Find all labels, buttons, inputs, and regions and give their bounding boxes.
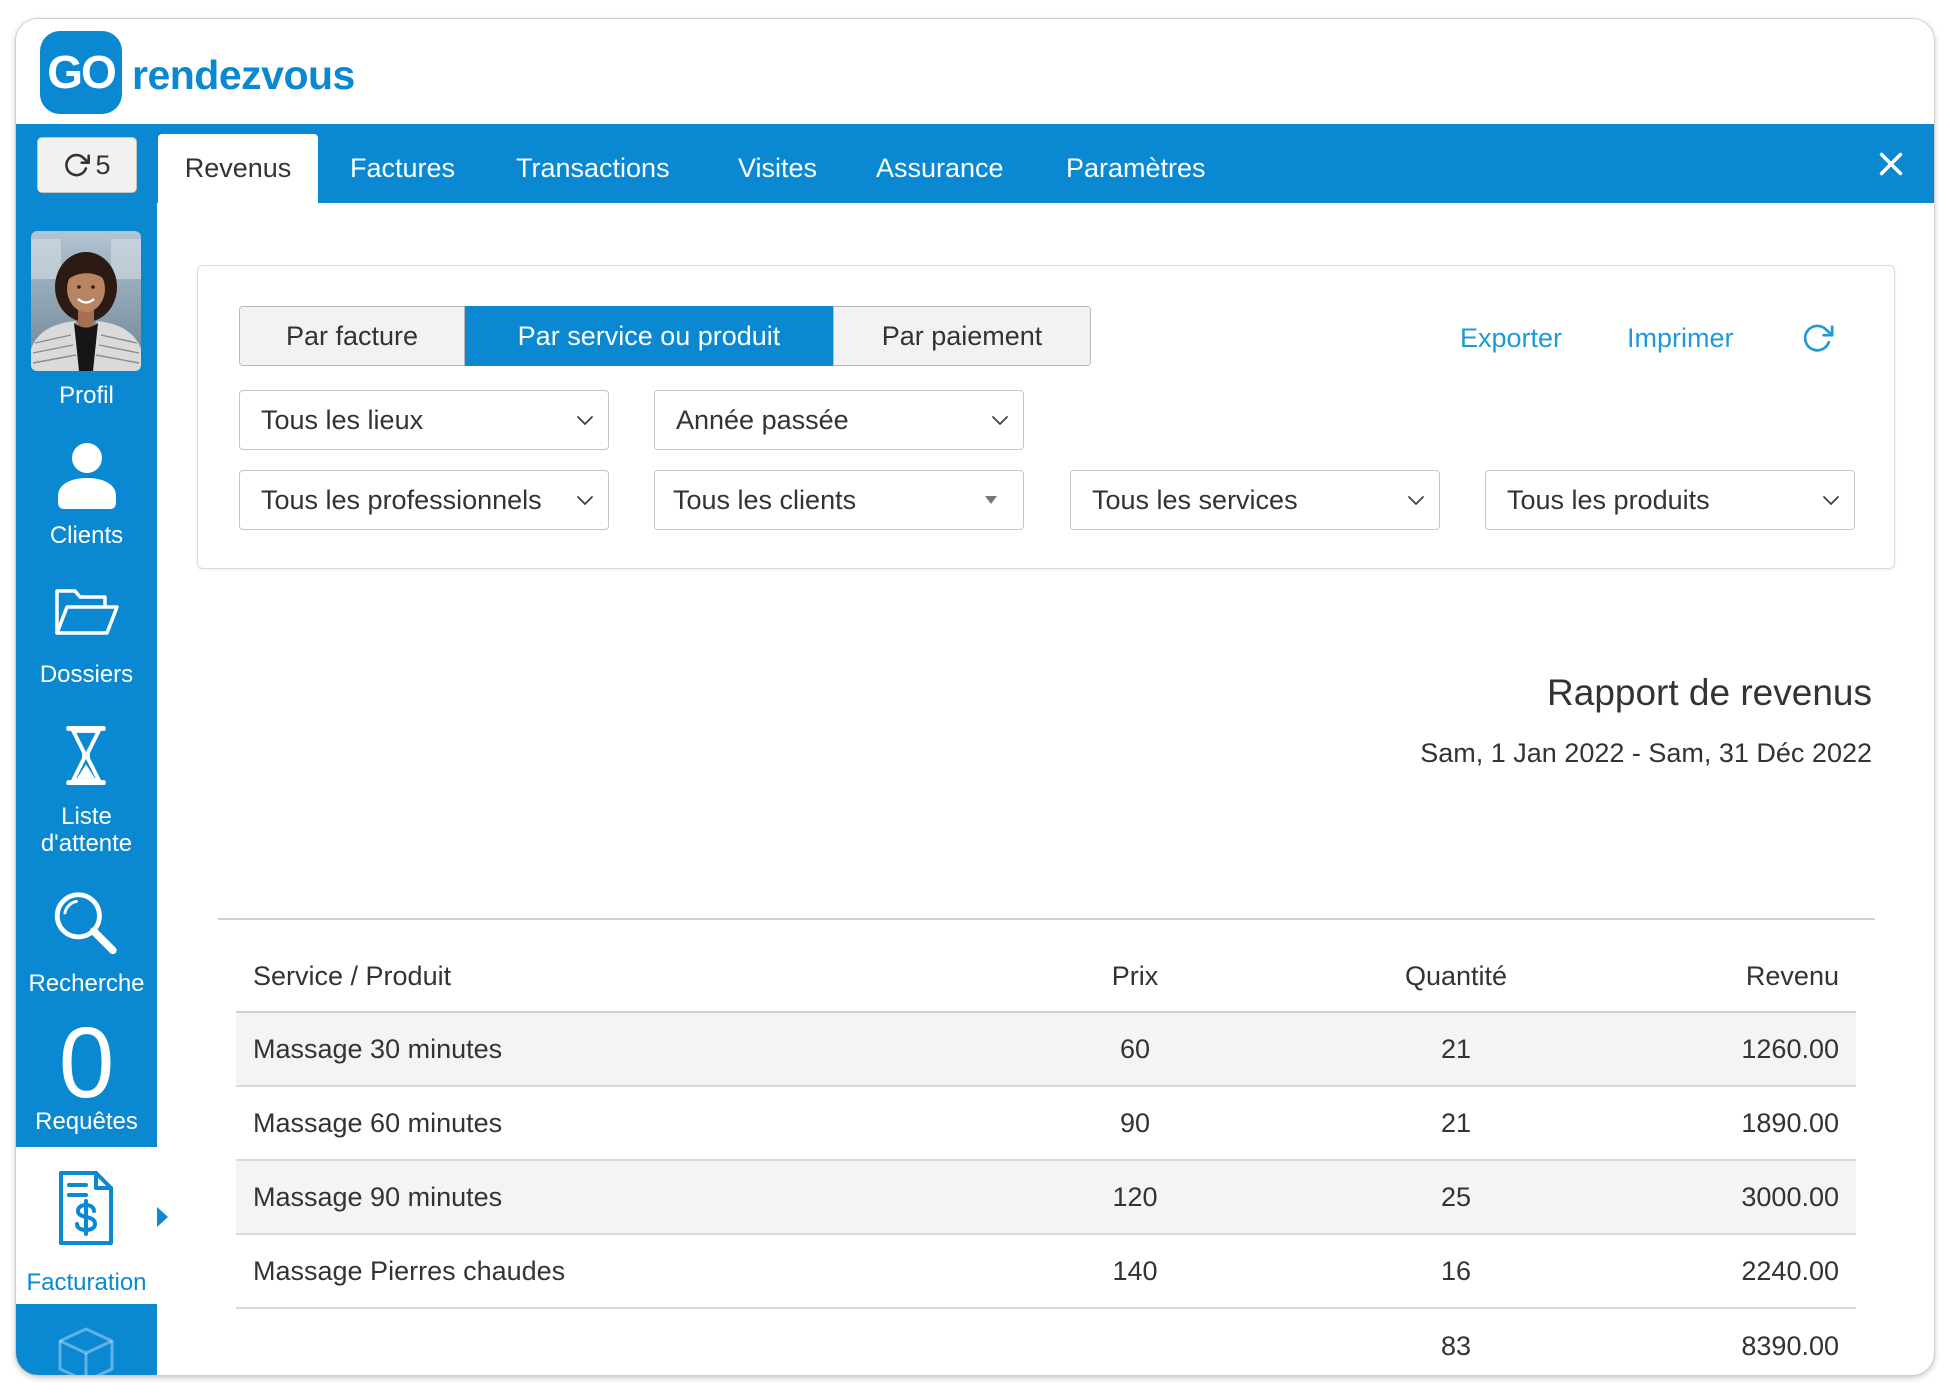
sidebar-item-facturation[interactable]: Facturation (16, 1147, 157, 1304)
table-row: Massage Pierres chaudes 140 16 2240.00 (236, 1235, 1856, 1309)
client-select[interactable]: Tous les clients (654, 470, 1024, 530)
tab-transactions[interactable]: Transactions (516, 153, 670, 183)
sidebar-item-label: Liste d'attente (40, 803, 133, 857)
column-header-quantity[interactable]: Quantité (1404, 960, 1508, 991)
sidebar-item-label: Recherche (28, 970, 145, 997)
print-link[interactable]: Imprimer (1627, 323, 1734, 353)
sidebar-item-recherche[interactable]: Recherche (16, 879, 157, 1001)
sidebar-item-clients[interactable]: Clients (16, 434, 157, 554)
sidebar-item-liste-attente[interactable]: Liste d'attente (16, 714, 157, 859)
cell-revenue: 2240.00 (1741, 1255, 1839, 1286)
tab-parametres[interactable]: Paramètres (1066, 153, 1206, 183)
chevron-down-icon (577, 496, 593, 505)
report-date-range: Sam, 1 Jan 2022 - Sam, 31 Déc 2022 (1420, 738, 1872, 768)
sidebar-item-label: Facturation (26, 1269, 147, 1296)
divider (218, 918, 1875, 920)
view-by-payment-button[interactable]: Par paiement (833, 306, 1091, 366)
app-header (16, 19, 1934, 124)
tab-factures[interactable]: Factures (350, 153, 456, 183)
profile-photo (31, 231, 141, 371)
app-window: GO rendezvous 5 Revenus Factures Transac… (16, 19, 1934, 1375)
cell-revenue: 1260.00 (1741, 1033, 1839, 1064)
logo-text[interactable]: rendezvous (132, 52, 355, 98)
cell-revenue: 3000.00 (1741, 1181, 1839, 1212)
hourglass-icon (66, 725, 106, 786)
folder-icon (55, 589, 119, 635)
cell-quantity: 21 (1440, 1107, 1472, 1138)
sidebar-item-label: Clients (49, 522, 124, 549)
cell-price: 120 (1112, 1181, 1158, 1212)
cell-price: 140 (1112, 1255, 1158, 1286)
cell-service: Massage 90 minutes (253, 1181, 503, 1212)
location-select[interactable]: Tous les lieux (239, 390, 609, 450)
table-row: Massage 90 minutes 120 25 3000.00 (236, 1161, 1856, 1235)
table-row: Massage 30 minutes 60 21 1260.00 (236, 1013, 1856, 1087)
invoice-icon (59, 1171, 113, 1245)
refresh-button[interactable]: 5 (37, 137, 137, 193)
client-select-value: Tous les clients (673, 485, 857, 515)
chevron-down-icon (1823, 496, 1839, 505)
view-by-invoice-button[interactable]: Par facture (239, 306, 465, 366)
cell-price: 60 (1119, 1033, 1151, 1064)
product-select[interactable]: Tous les produits (1485, 470, 1855, 530)
column-header-revenue[interactable]: Revenu (1745, 960, 1839, 991)
service-select[interactable]: Tous les services (1070, 470, 1440, 530)
location-select-value: Tous les lieux (261, 405, 424, 435)
tab-revenus[interactable]: Revenus (158, 134, 318, 203)
sidebar-item-profil[interactable]: Profil (16, 224, 157, 414)
column-header-service[interactable]: Service / Produit (253, 960, 452, 991)
chevron-down-icon (1408, 496, 1424, 505)
sidebar-item-dossiers[interactable]: Dossiers (16, 574, 157, 694)
cube-icon (58, 1327, 114, 1375)
report-title: Rapport de revenus (1547, 672, 1872, 713)
column-header-price[interactable]: Prix (1111, 960, 1159, 991)
tab-assurance[interactable]: Assurance (876, 153, 1004, 183)
cell-quantity: 25 (1440, 1181, 1472, 1212)
sidebar-item-label: Requêtes (35, 1108, 138, 1135)
tab-visites[interactable]: Visites (738, 153, 818, 183)
report-filter-panel: Par facture Par service ou produit Par p… (197, 265, 1895, 569)
sidebar-item-next[interactable] (16, 1319, 157, 1375)
cell-service: Massage 60 minutes (253, 1107, 503, 1138)
table-total-row: 83 8390.00 (236, 1309, 1856, 1375)
cell-price: 90 (1119, 1107, 1151, 1138)
period-select-value: Année passée (676, 405, 849, 435)
user-icon (58, 443, 116, 509)
export-link[interactable]: Exporter (1460, 323, 1563, 353)
refresh-icon (65, 153, 91, 177)
cell-quantity: 21 (1440, 1033, 1472, 1064)
cell-revenue: 1890.00 (1741, 1107, 1839, 1138)
refresh-icon[interactable] (1801, 321, 1835, 355)
requests-count: 0 (58, 1007, 115, 1119)
search-icon (54, 892, 117, 955)
professional-select-value: Tous les professionnels (261, 485, 542, 515)
sidebar-item-label: Dossiers (39, 661, 134, 688)
professional-select[interactable]: Tous les professionnels (239, 470, 609, 530)
table-row: Massage 60 minutes 90 21 1890.00 (236, 1087, 1856, 1161)
cell-service: Massage Pierres chaudes (253, 1255, 566, 1286)
tab-bar (16, 124, 1934, 203)
active-item-pointer (157, 1207, 168, 1227)
sidebar-item-requetes[interactable]: 0 Requêtes (16, 1007, 157, 1139)
product-select-value: Tous les produits (1507, 485, 1710, 515)
service-select-value: Tous les services (1092, 485, 1298, 515)
cell-quantity: 16 (1440, 1255, 1472, 1286)
logo-mark[interactable]: GO (40, 31, 122, 114)
total-revenue: 8390.00 (1741, 1330, 1839, 1361)
view-by-service-button[interactable]: Par service ou produit (465, 306, 833, 366)
sidebar-item-label: Profil (59, 382, 114, 409)
table-header: Service / Produit Prix Quantité Revenu (236, 941, 1856, 1013)
cell-service: Massage 30 minutes (253, 1033, 503, 1064)
close-icon[interactable] (1878, 151, 1904, 177)
period-select[interactable]: Année passée (654, 390, 1024, 450)
total-quantity: 83 (1440, 1330, 1472, 1361)
chevron-down-icon (992, 416, 1008, 425)
caret-down-icon (985, 496, 997, 504)
chevron-down-icon (577, 416, 593, 425)
refresh-count: 5 (95, 149, 111, 180)
